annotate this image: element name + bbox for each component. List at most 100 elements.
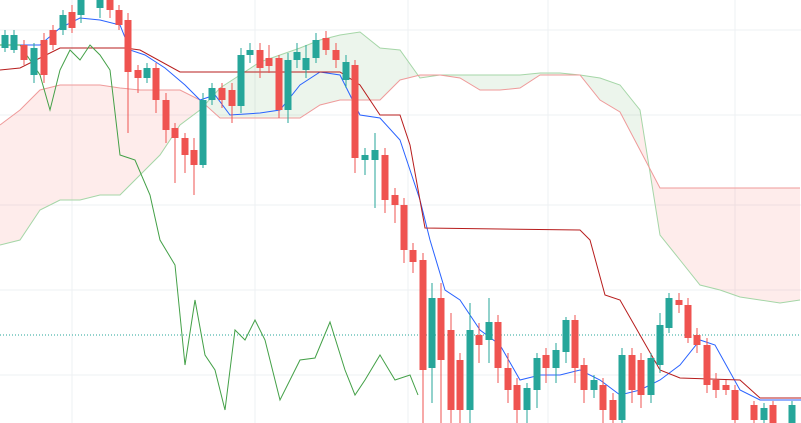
cloud-fill: [100, 85, 120, 195]
cloud-fill: [180, 90, 200, 125]
indicator-line: [0, 17, 801, 401]
candle-body: [542, 355, 550, 368]
candle-body: [332, 50, 340, 60]
candle-body: [750, 405, 758, 420]
candle-body: [115, 10, 123, 25]
cloud-fill: [740, 188, 760, 300]
candle-body: [162, 100, 170, 130]
candle-body: [693, 335, 701, 345]
candle-body: [580, 365, 588, 390]
candle-body: [106, 0, 114, 10]
candle-body: [237, 55, 245, 106]
candle-body: [218, 88, 226, 100]
candle-body: [152, 68, 160, 100]
cloud-line-a: [0, 31, 801, 304]
candle-body: [30, 48, 38, 75]
candle-body: [637, 360, 645, 395]
candle-body: [562, 320, 570, 352]
cloud-fill: [240, 62, 260, 118]
candle-body: [447, 330, 455, 410]
candle-body: [618, 355, 626, 420]
cloud-fill: [760, 188, 780, 303]
candle-body: [703, 345, 711, 385]
candle-body: [246, 50, 254, 55]
candle-body: [361, 155, 369, 160]
candle-body: [428, 298, 436, 368]
candle-body: [322, 38, 330, 50]
candle-body: [302, 58, 310, 70]
candle-body: [381, 155, 389, 200]
candle-body: [628, 355, 636, 390]
candle-body: [466, 330, 474, 410]
candle-body: [228, 90, 236, 106]
cloud-fill: [40, 85, 60, 210]
candle-body: [485, 322, 493, 340]
candle-body: [351, 65, 359, 158]
cloud-fill: [660, 188, 680, 260]
cloud-fill: [500, 75, 520, 90]
cloud-fill: [780, 188, 800, 303]
candle-body: [124, 20, 132, 72]
indicator-line: [0, 44, 419, 411]
cloud-fill: [80, 85, 100, 200]
candle-body: [409, 250, 417, 262]
candle-body: [199, 100, 207, 165]
candle-body: [722, 385, 730, 390]
candle-body: [342, 62, 350, 80]
candle-body: [293, 52, 301, 60]
candle-body: [391, 195, 399, 205]
candle-body: [523, 388, 531, 410]
cloud-fill: [20, 90, 40, 240]
candle-body: [456, 360, 464, 410]
candle-body: [40, 40, 48, 75]
candle-body: [590, 380, 598, 390]
candle-body: [256, 50, 264, 68]
candle-body: [284, 60, 292, 110]
candle-body: [665, 298, 673, 328]
candle-body: [20, 45, 28, 60]
candle-body: [419, 260, 427, 370]
candle-body: [513, 385, 521, 410]
candle-body: [769, 405, 777, 423]
candle-body: [712, 380, 720, 390]
candle-body: [265, 58, 273, 66]
cloud-fill: [0, 110, 20, 245]
candle-body: [143, 68, 151, 78]
candle-body: [134, 70, 142, 78]
candle-body: [609, 400, 617, 420]
cloud-fill: [260, 55, 280, 118]
candle-body: [760, 408, 768, 420]
candle-body: [371, 150, 379, 160]
candle-body: [675, 300, 683, 305]
candle-body: [571, 320, 579, 368]
candle-body: [400, 205, 408, 250]
candle-body: [788, 405, 796, 423]
candle-body: [475, 335, 483, 345]
cloud-fill: [680, 188, 700, 285]
candle-body: [77, 0, 85, 15]
candle-body: [494, 322, 502, 368]
candle-body: [181, 138, 189, 155]
candle-body: [1, 35, 9, 48]
candle-body: [504, 368, 512, 390]
candle-body: [96, 0, 104, 8]
candle-body: [59, 15, 67, 30]
cloud-fill: [360, 32, 380, 100]
cloud-fill: [620, 85, 640, 150]
candle-body: [656, 325, 664, 365]
candle-body: [10, 35, 18, 50]
candle-body: [599, 385, 607, 410]
candle-body: [171, 128, 179, 138]
candle-body: [437, 298, 445, 360]
candle-body: [552, 350, 560, 368]
cloud-fill: [600, 78, 620, 112]
cloud-fill: [720, 188, 740, 297]
candle-body: [208, 88, 216, 100]
cloud-fill: [460, 75, 480, 90]
cloud-fill: [700, 188, 720, 290]
cloud-fill: [60, 85, 80, 200]
cloud-line-b: [0, 74, 800, 189]
cloud-fill: [480, 75, 500, 90]
